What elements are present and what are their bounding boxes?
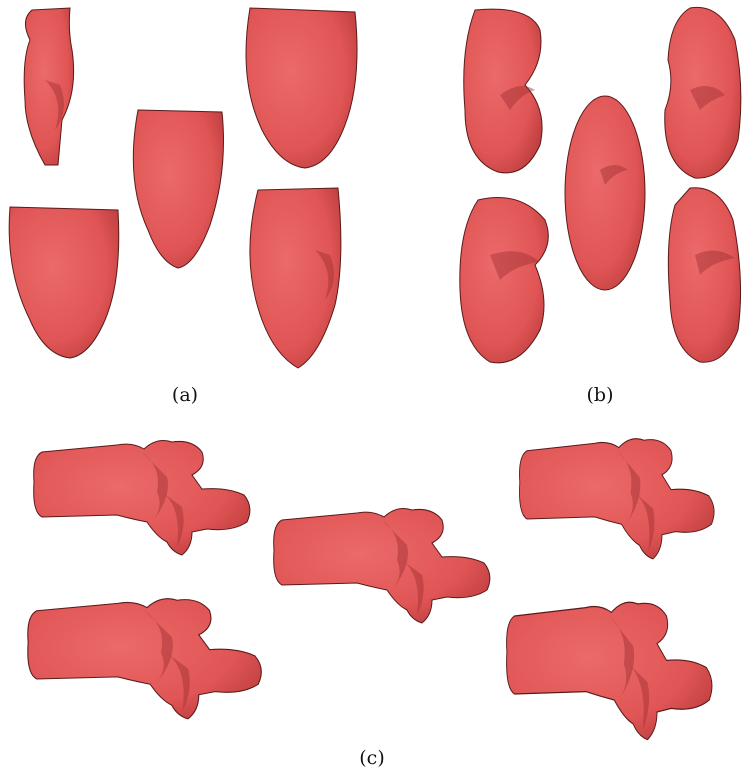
panel-a-shapes bbox=[9, 8, 357, 368]
panel-label: (c) bbox=[359, 747, 384, 769]
panel-label: (a) bbox=[172, 384, 198, 406]
panel-b-shapes bbox=[460, 7, 741, 362]
panel-label: (b) bbox=[587, 384, 614, 406]
panel-c-shapes bbox=[28, 439, 714, 740]
figure: (a) (b) (c) bbox=[0, 0, 745, 778]
